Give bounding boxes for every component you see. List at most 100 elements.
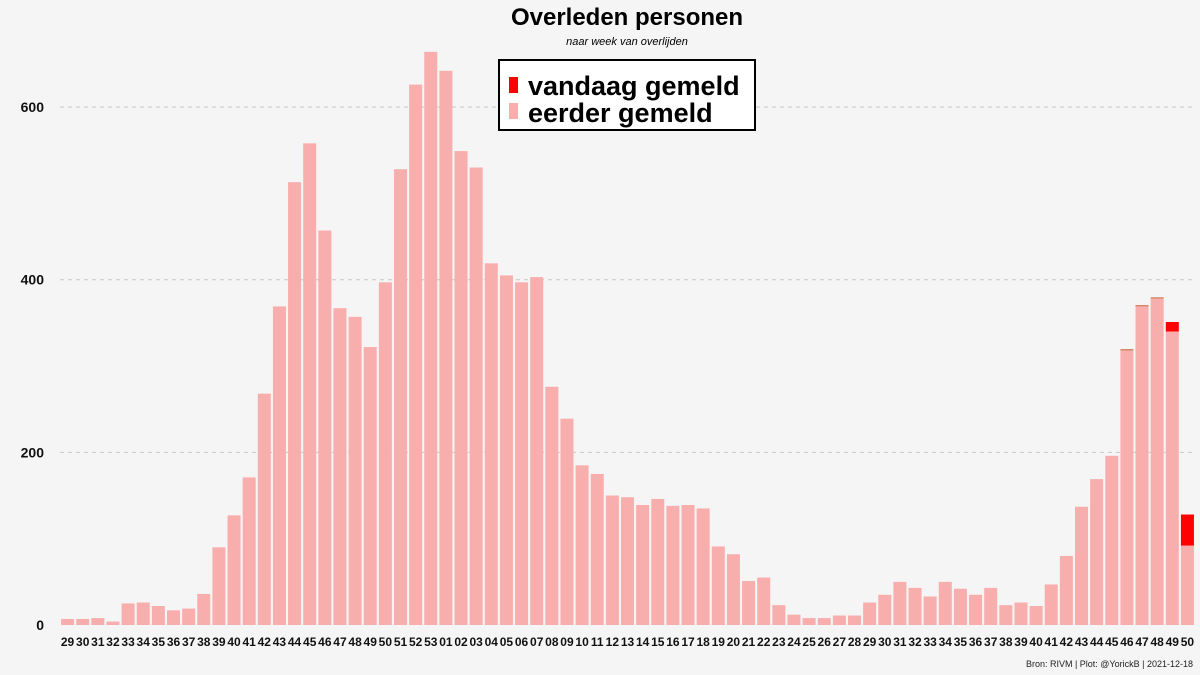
bar-eerder-gemeld (363, 347, 377, 625)
bar-eerder-gemeld (575, 465, 589, 625)
bar-eerder-gemeld (711, 546, 725, 625)
x-tick-label: 09 (560, 635, 574, 649)
bar-eerder-gemeld (1059, 555, 1073, 625)
x-tick-label: 22 (757, 635, 771, 649)
bar-eerder-gemeld (590, 473, 604, 625)
x-tick-label: 42 (1060, 635, 1074, 649)
bar-eerder-gemeld (1074, 506, 1089, 625)
bar-eerder-gemeld (817, 618, 831, 625)
bar-eerder-gemeld (515, 282, 529, 625)
x-tick-label: 12 (606, 635, 620, 649)
bar-eerder-gemeld (923, 596, 937, 625)
bar-eerder-gemeld (424, 51, 438, 625)
x-tick-label: 10 (575, 635, 589, 649)
bar-eerder-gemeld (106, 621, 120, 625)
x-tick-label: 43 (1075, 635, 1089, 649)
bar-eerder-gemeld (166, 610, 181, 625)
bar-vandaag-gemeld (1120, 348, 1134, 351)
bar-eerder-gemeld (651, 498, 665, 625)
x-tick-label: 35 (954, 635, 968, 649)
x-tick-label: 24 (787, 635, 801, 649)
x-tick-label: 44 (1090, 635, 1104, 649)
x-tick-label: 17 (681, 635, 695, 649)
x-tick-label: 30 (76, 635, 90, 649)
bar-eerder-gemeld (1029, 606, 1043, 625)
bar-vandaag-gemeld (1180, 514, 1194, 546)
bar-eerder-gemeld (847, 615, 862, 625)
bar-eerder-gemeld (726, 554, 740, 625)
bar-eerder-gemeld (620, 497, 635, 625)
bar-eerder-gemeld (742, 580, 756, 625)
x-tick-label: 21 (742, 635, 756, 649)
bar-eerder-gemeld (802, 618, 816, 625)
bar-eerder-gemeld (1090, 479, 1104, 625)
bar-eerder-gemeld (605, 495, 619, 625)
bar-eerder-gemeld (560, 418, 574, 625)
bar-eerder-gemeld (1135, 306, 1149, 625)
bar-eerder-gemeld (469, 167, 483, 625)
x-tick-label: 33 (923, 635, 937, 649)
x-tick-label: 51 (394, 635, 408, 649)
bar-eerder-gemeld (1044, 584, 1058, 625)
chart-subtitle: naar week van overlijden (566, 36, 688, 48)
x-tick-label: 16 (666, 635, 680, 649)
bar-eerder-gemeld (454, 151, 468, 626)
bars (61, 51, 1194, 626)
x-tick-label: 40 (227, 635, 241, 649)
y-tick-label: 0 (36, 617, 44, 633)
x-tick-label: 32 (908, 635, 922, 649)
bar-eerder-gemeld (1120, 350, 1134, 625)
x-tick-label: 11 (591, 635, 604, 649)
bar-eerder-gemeld (61, 618, 75, 625)
x-tick-label: 37 (984, 635, 998, 649)
x-tick-label: 05 (500, 635, 514, 649)
x-tick-label: 49 (364, 635, 378, 649)
bar-eerder-gemeld (227, 515, 241, 625)
bar-eerder-gemeld (484, 263, 498, 625)
x-tick-label: 23 (772, 635, 786, 649)
bar-eerder-gemeld (832, 615, 846, 625)
bar-eerder-gemeld (999, 605, 1013, 625)
bar-eerder-gemeld (666, 505, 680, 625)
bar-eerder-gemeld (303, 143, 317, 626)
bar-eerder-gemeld (212, 547, 226, 625)
bar-eerder-gemeld (878, 594, 892, 625)
y-tick-label: 200 (21, 444, 45, 460)
legend-label-eerder: eerder gemeld (528, 98, 713, 128)
bar-eerder-gemeld (681, 505, 695, 625)
x-tick-label: 29 (61, 635, 75, 649)
x-tick-label: 37 (182, 635, 196, 649)
bar-eerder-gemeld (136, 602, 150, 625)
bar-eerder-gemeld (953, 588, 967, 625)
bar-eerder-gemeld (91, 618, 105, 625)
x-tick-label: 30 (878, 635, 892, 649)
bar-eerder-gemeld (76, 618, 90, 625)
x-tick-label: 33 (121, 635, 135, 649)
x-tick-label: 34 (137, 635, 151, 649)
x-tick-label: 14 (636, 635, 650, 649)
x-tick-label: 50 (379, 635, 393, 649)
bar-eerder-gemeld (439, 70, 453, 626)
x-tick-label: 08 (545, 635, 559, 649)
bar-eerder-gemeld (288, 182, 302, 626)
bar-eerder-gemeld (1165, 331, 1179, 625)
x-tick-label: 43 (273, 635, 287, 649)
x-tick-label: 34 (939, 635, 953, 649)
bar-eerder-gemeld (1014, 602, 1028, 625)
x-tick-label: 06 (515, 635, 529, 649)
x-tick-label: 26 (818, 635, 832, 649)
x-tick-label: 35 (152, 635, 166, 649)
bar-eerder-gemeld (242, 477, 256, 625)
bar-eerder-gemeld (757, 577, 771, 625)
source-caption: Bron: RIVM | Plot: @YorickB | 2021-12-18 (1026, 659, 1193, 669)
x-tick-label: 53 (424, 635, 438, 649)
x-tick-label: 46 (318, 635, 332, 649)
x-tick-label: 36 (167, 635, 181, 649)
x-tick-label: 41 (1045, 635, 1059, 649)
bar-eerder-gemeld (863, 602, 877, 625)
x-tick-label: 42 (258, 635, 272, 649)
bar-eerder-gemeld (1150, 298, 1164, 625)
x-tick-label: 52 (409, 635, 423, 649)
bar-eerder-gemeld (272, 306, 286, 625)
x-tick-label: 50 (1181, 635, 1195, 649)
